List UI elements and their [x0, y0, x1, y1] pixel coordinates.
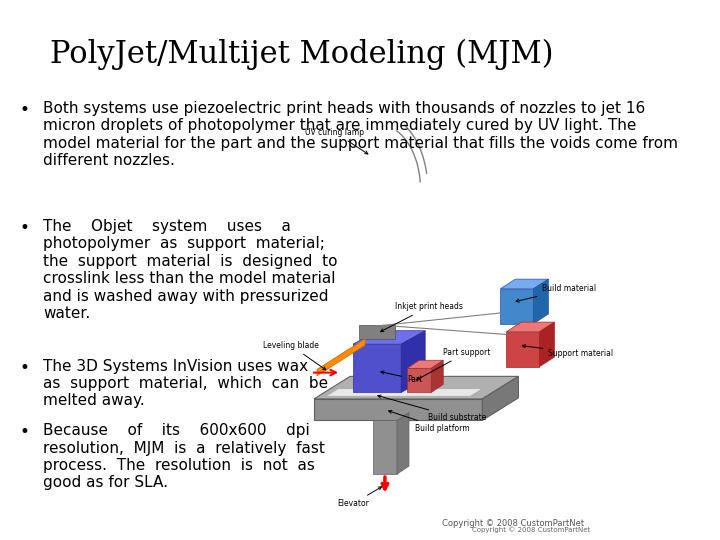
Polygon shape: [482, 376, 518, 421]
Polygon shape: [408, 360, 444, 368]
Polygon shape: [317, 339, 365, 376]
Text: Copyright © 2008 CustomPartNet: Copyright © 2008 CustomPartNet: [472, 526, 590, 533]
Text: Elevator: Elevator: [337, 487, 382, 508]
Polygon shape: [314, 399, 482, 421]
Text: PolyJet/Multijet Modeling (MJM): PolyJet/Multijet Modeling (MJM): [50, 39, 554, 70]
Text: Build platform: Build platform: [389, 410, 469, 433]
Polygon shape: [500, 289, 534, 323]
Polygon shape: [373, 421, 397, 474]
Polygon shape: [353, 344, 401, 393]
Polygon shape: [408, 368, 431, 393]
Text: UV curing lamp: UV curing lamp: [305, 127, 368, 154]
Text: Copyright © 2008 CustomPartNet: Copyright © 2008 CustomPartNet: [442, 519, 585, 528]
Polygon shape: [314, 376, 518, 399]
Text: Because    of    its    600x600    dpi
resolution,  MJM  is  a  relatively  fast: Because of its 600x600 dpi resolution, M…: [43, 423, 325, 490]
Polygon shape: [359, 325, 395, 339]
Text: The    Objet    system    uses    a
photopolymer  as  support  material;
the  su: The Objet system uses a photopolymer as …: [43, 219, 338, 321]
Text: Support material: Support material: [522, 345, 613, 358]
Polygon shape: [506, 332, 539, 367]
Text: •: •: [19, 219, 30, 237]
Polygon shape: [506, 322, 554, 332]
Text: The 3D Systems InVision uses wax
as  support  material,  which  can  be
melted a: The 3D Systems InVision uses wax as supp…: [43, 359, 328, 408]
Text: Leveling blade: Leveling blade: [263, 341, 326, 370]
Polygon shape: [539, 322, 554, 367]
Polygon shape: [353, 330, 426, 344]
Text: •: •: [19, 423, 30, 441]
Polygon shape: [431, 360, 444, 393]
Polygon shape: [326, 389, 482, 396]
Polygon shape: [401, 330, 426, 393]
Text: •: •: [19, 359, 30, 376]
Text: Build substrate: Build substrate: [378, 395, 487, 422]
Text: Inkjet print heads: Inkjet print heads: [381, 302, 463, 332]
Text: •: •: [19, 101, 30, 119]
Text: Both systems use piezoelectric print heads with thousands of nozzles to jet 16
m: Both systems use piezoelectric print hea…: [43, 101, 678, 168]
Text: Part support: Part support: [417, 348, 490, 380]
Text: Build material: Build material: [516, 285, 597, 302]
Polygon shape: [534, 279, 549, 323]
Polygon shape: [500, 279, 549, 289]
Polygon shape: [397, 413, 409, 474]
Text: Part: Part: [381, 371, 423, 384]
